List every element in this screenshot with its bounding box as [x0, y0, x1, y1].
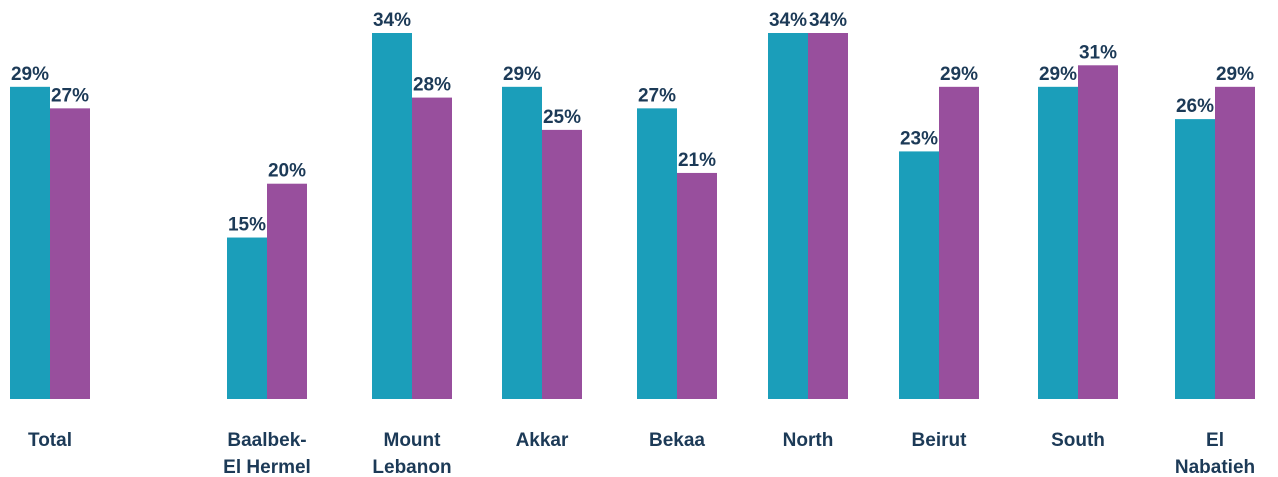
value-label: 20%	[268, 161, 306, 182]
bar	[542, 129, 582, 399]
x-tick-label: Bekaa	[649, 430, 705, 451]
bar	[1078, 65, 1118, 399]
value-label: 29%	[1216, 64, 1254, 85]
bar	[50, 108, 90, 400]
value-label: 34%	[769, 10, 807, 31]
x-tick-label: Baalbek-El Hermel	[223, 430, 311, 477]
x-tick-label: South	[1051, 430, 1105, 451]
bar	[1215, 86, 1255, 399]
bar	[10, 86, 50, 399]
bar	[899, 151, 939, 399]
value-label: 21%	[678, 150, 716, 171]
value-label: 29%	[940, 64, 978, 85]
value-label: 34%	[373, 10, 411, 31]
x-tick-label: Mount Lebanon	[372, 430, 451, 477]
x-tick-label: Total	[28, 430, 72, 451]
value-label: 29%	[503, 64, 541, 85]
value-label: 28%	[413, 75, 451, 96]
bar	[768, 33, 808, 399]
value-label: 23%	[900, 128, 938, 149]
bar	[808, 33, 848, 399]
bar	[227, 237, 267, 399]
bar	[412, 97, 452, 400]
x-tick-label: North	[783, 430, 834, 451]
bar	[1038, 86, 1078, 399]
x-tick-label: El Nabatieh	[1175, 430, 1255, 477]
bar	[1175, 119, 1215, 399]
bar	[267, 183, 307, 399]
x-tick-label: Akkar	[516, 430, 569, 451]
bar	[939, 86, 979, 399]
bar	[677, 172, 717, 399]
value-label: 26%	[1176, 96, 1214, 117]
bar	[372, 33, 412, 399]
bar	[637, 108, 677, 400]
value-label: 25%	[543, 107, 581, 128]
x-tick-label: Beirut	[912, 430, 968, 451]
value-label: 29%	[11, 64, 49, 85]
value-label: 31%	[1079, 42, 1117, 63]
bar	[502, 86, 542, 399]
value-label: 27%	[51, 85, 89, 106]
value-label: 29%	[1039, 64, 1077, 85]
value-label: 27%	[638, 85, 676, 106]
value-label: 34%	[809, 10, 847, 31]
value-label: 15%	[228, 215, 266, 236]
